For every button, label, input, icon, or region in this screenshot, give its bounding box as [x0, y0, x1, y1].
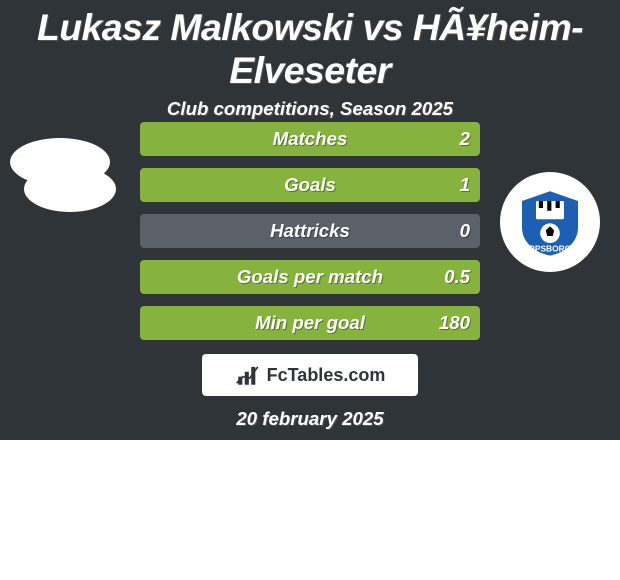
site-logo[interactable]: FcTables.com [202, 354, 418, 396]
club-crest-icon: RPSBORG [515, 187, 585, 257]
stats-card: Lukasz Malkowski vs HÃ¥heim-Elveseter Cl… [0, 0, 620, 440]
stat-row-value: 0 [460, 214, 470, 248]
snapshot-date: 20 february 2025 [0, 408, 620, 430]
player-left-badge-shadow [24, 166, 116, 212]
stat-row-label: Goals per match [140, 260, 480, 294]
subtitle: Club competitions, Season 2025 [0, 98, 620, 120]
page-title: Lukasz Malkowski vs HÃ¥heim-Elveseter [0, 0, 620, 92]
stat-row-value: 2 [460, 122, 470, 156]
stat-row: Goals1 [140, 168, 480, 202]
stat-row: Hattricks0 [140, 214, 480, 248]
stat-row-value: 180 [439, 306, 470, 340]
bar-chart-icon [235, 362, 261, 388]
player-right-badge: RPSBORG [500, 172, 600, 272]
stat-row-label: Matches [140, 122, 480, 156]
stat-row: Min per goal180 [140, 306, 480, 340]
stat-row-label: Hattricks [140, 214, 480, 248]
stat-row: Goals per match0.5 [140, 260, 480, 294]
svg-text:RPSBORG: RPSBORG [529, 243, 571, 253]
stat-row-value: 1 [460, 168, 470, 202]
stat-rows: Matches2Goals1Hattricks0Goals per match0… [140, 122, 480, 340]
stat-row: Matches2 [140, 122, 480, 156]
stat-row-label: Min per goal [140, 306, 480, 340]
site-logo-text: FcTables.com [267, 365, 386, 386]
stat-row-value: 0.5 [444, 260, 470, 294]
stat-row-label: Goals [140, 168, 480, 202]
